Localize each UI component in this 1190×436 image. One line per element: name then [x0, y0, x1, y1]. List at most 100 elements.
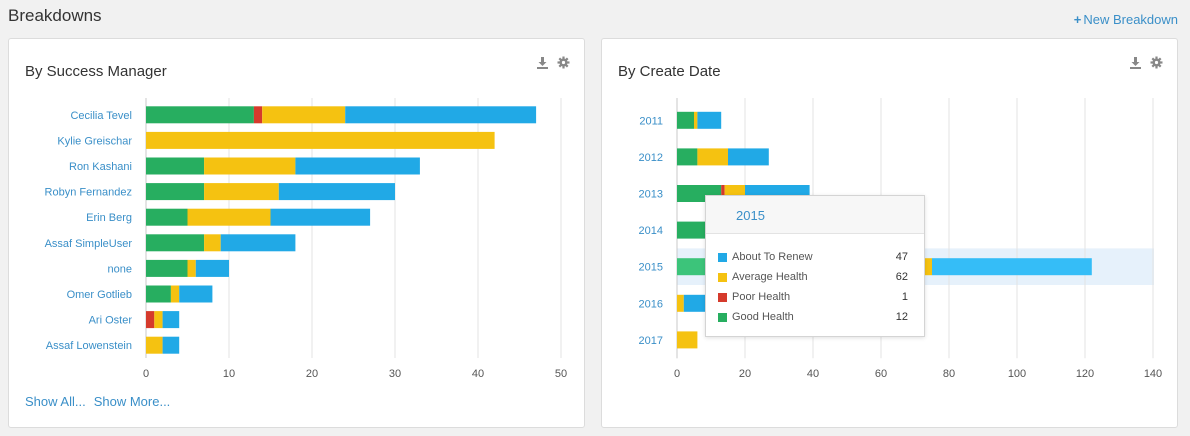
category-label: Erin Berg	[86, 212, 132, 224]
panel-actions	[536, 56, 570, 69]
x-tick-label: 100	[1008, 368, 1026, 380]
category-label: 2011	[639, 115, 663, 127]
tooltip-label: About To Renew	[732, 251, 813, 263]
bar-segment	[204, 234, 221, 252]
tooltip-value: 1	[901, 291, 908, 303]
footer-links: Show All... Show More...	[25, 394, 178, 409]
bar-segment	[162, 336, 180, 354]
category-label: 2012	[639, 152, 663, 164]
category-label: 2014	[639, 225, 663, 237]
bar-segment	[697, 148, 728, 166]
bar-segment	[204, 157, 296, 175]
bar-segment	[345, 106, 537, 124]
gear-icon[interactable]	[557, 56, 570, 69]
bar-segment	[932, 258, 1092, 276]
success-manager-chart: 0 10 20 30 40 50 Cecilia Tevel Kylie Greischar R…	[45, 98, 567, 380]
legend-swatch	[718, 273, 727, 282]
chart-tooltip: 2015 About To Renew 47 Average Health 62 P…	[705, 195, 925, 337]
panel-title: By Create Date	[618, 63, 721, 80]
bar-segment	[146, 106, 254, 124]
bar-segment	[146, 311, 155, 329]
new-breakdown-link[interactable]: + New Breakdown	[1074, 12, 1178, 27]
x-tick-label: 40	[472, 368, 484, 380]
x-tick-label: 120	[1076, 368, 1094, 380]
bar-segment	[220, 234, 296, 252]
panel-actions	[1129, 56, 1163, 69]
tooltip-label: Poor Health	[732, 291, 791, 303]
download-icon[interactable]	[1129, 56, 1142, 69]
bar-segment	[187, 259, 196, 277]
category-label: Kylie Greischar	[57, 135, 132, 147]
legend-swatch	[718, 253, 727, 262]
category-label: Ron Kashani	[69, 161, 132, 173]
x-tick-label: 20	[739, 368, 751, 380]
category-label: Assaf Lowenstein	[46, 340, 132, 352]
category-label: 2016	[639, 298, 663, 310]
show-more-link[interactable]: Show More...	[93, 394, 171, 409]
page-title: Breakdowns	[8, 6, 102, 25]
bar-segment	[154, 311, 163, 329]
bar-segment	[677, 331, 698, 349]
bar-segment	[262, 106, 346, 124]
bar-segment	[195, 259, 229, 277]
bar-segment	[204, 183, 279, 201]
tooltip-label: Average Health	[732, 271, 808, 283]
x-tick-label: 20	[306, 368, 318, 380]
x-tick-label: 0	[143, 368, 149, 380]
category-label: 2013	[639, 189, 663, 201]
category-label: 2017	[639, 335, 663, 347]
tooltip-label: Good Health	[732, 311, 794, 323]
x-tick-label: 10	[223, 368, 235, 380]
x-tick-label: 30	[389, 368, 401, 380]
bar-segment	[146, 208, 188, 226]
bar-segment	[146, 285, 171, 303]
x-tick-label: 0	[674, 368, 680, 380]
bar-segment	[187, 208, 271, 226]
category-label: Robyn Fernandez	[45, 187, 132, 199]
category-label: 2015	[639, 262, 663, 274]
bar-segment	[146, 259, 188, 277]
download-icon[interactable]	[536, 56, 549, 69]
category-label: Ari Oster	[89, 315, 133, 327]
panel-title: By Success Manager	[25, 63, 167, 80]
tooltip-row: About To Renew 47	[718, 251, 908, 265]
new-breakdown-label: New Breakdown	[1083, 12, 1178, 27]
bar-segment	[179, 285, 213, 303]
bar-segment	[295, 157, 420, 175]
category-label: Omer Gotlieb	[67, 289, 132, 301]
tooltip-value: 12	[895, 311, 908, 323]
bar-segment	[677, 294, 684, 312]
success-manager-panel: By Success Manager 0 10 20 30 40 50 Cecilia Te…	[8, 38, 585, 428]
x-tick-label: 140	[1144, 368, 1162, 380]
gear-icon[interactable]	[1150, 56, 1163, 69]
bar-segment	[278, 183, 395, 201]
category-label: Cecilia Tevel	[70, 110, 132, 122]
category-label: Assaf SimpleUser	[45, 238, 133, 250]
tooltip-row: Average Health 62	[718, 271, 908, 285]
x-tick-label: 80	[943, 368, 955, 380]
tooltip-value: 62	[895, 271, 908, 283]
bar-segment	[146, 157, 205, 175]
show-all-link[interactable]: Show All...	[25, 394, 86, 409]
category-label: none	[108, 263, 132, 275]
bar-segment	[170, 285, 180, 303]
bar-segment	[694, 111, 698, 129]
bar-segment	[253, 106, 263, 124]
bar-segment	[677, 148, 698, 166]
bar-segment	[146, 183, 205, 201]
bar-segment	[270, 208, 371, 226]
tooltip-row: Good Health 12	[718, 311, 908, 325]
tooltip-value: 47	[895, 251, 908, 263]
bar-segment	[146, 336, 163, 354]
bar-segment	[697, 111, 722, 129]
legend-swatch	[718, 293, 727, 302]
legend-swatch	[718, 313, 727, 322]
x-tick-label: 50	[555, 368, 567, 380]
x-tick-label: 40	[807, 368, 819, 380]
bar-segment	[146, 234, 205, 252]
bar-segment	[728, 148, 769, 166]
tooltip-title: 2015	[706, 196, 924, 234]
bar-segment	[162, 311, 180, 329]
bar-segment	[721, 185, 725, 202]
tooltip-row: Poor Health 1	[718, 291, 908, 305]
